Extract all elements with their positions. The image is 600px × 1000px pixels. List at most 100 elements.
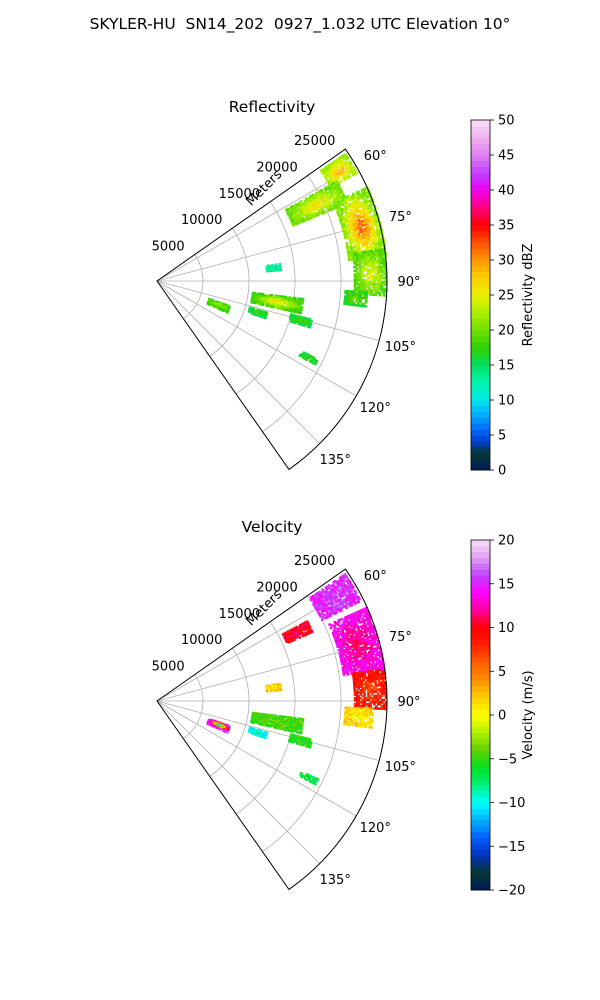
echo-gate (323, 595, 327, 599)
colorbar-segment (471, 598, 490, 605)
echo-gate (320, 197, 323, 200)
echo-gate (378, 276, 382, 280)
echo-gate (357, 647, 360, 650)
echo-gate (342, 157, 345, 160)
echo-gate (289, 733, 293, 736)
echo-gate (299, 353, 302, 356)
echo-gate (338, 646, 342, 650)
echo-gate (355, 691, 359, 694)
echo-gate (356, 215, 359, 218)
echo-gate (363, 210, 366, 214)
echo-gate (344, 600, 347, 603)
echo-gate (301, 323, 304, 327)
echo-gate (353, 292, 357, 295)
echo-gate (350, 599, 353, 602)
echo-gate (357, 288, 361, 292)
echo-gate (301, 354, 304, 357)
echo-gate (222, 729, 225, 733)
echo-gate (327, 186, 331, 190)
echo-gate (370, 291, 374, 294)
echo-gate (306, 204, 309, 207)
echo-gate (367, 709, 371, 712)
echo-gate (328, 164, 331, 167)
echo-gate (345, 206, 348, 210)
echo-gate (351, 642, 355, 646)
echo-gate (358, 679, 362, 682)
echo-gate (299, 629, 302, 632)
echo-gate (363, 278, 367, 282)
echo-gate (328, 171, 331, 174)
echo-gate (327, 166, 331, 170)
echo-gate (295, 320, 299, 324)
colorbar-segment (471, 738, 490, 745)
echo-gate (367, 233, 370, 236)
echo-gate (346, 621, 350, 625)
echo-gate (344, 160, 347, 164)
echo-gate (347, 211, 350, 215)
echo-gate (263, 736, 267, 740)
echo-gate (354, 637, 357, 641)
echo-gate (361, 658, 365, 662)
colorbar-segment (471, 744, 490, 751)
echo-gate (357, 277, 361, 280)
echo-gate (321, 607, 325, 611)
echo-gate (371, 700, 374, 704)
echo-gate (313, 604, 316, 608)
echo-gate (266, 299, 270, 302)
echo-gate (325, 594, 329, 598)
echo-gate (308, 318, 312, 321)
colorbar-segment (471, 860, 490, 868)
echo-gate (336, 205, 340, 209)
echo-gate (290, 737, 294, 741)
echo-gate (372, 636, 375, 640)
echo-gate (365, 254, 369, 258)
echo-gate (306, 207, 309, 211)
echo-gate (365, 659, 369, 663)
echo-gate (299, 731, 302, 735)
echo-gate (345, 721, 348, 724)
echo-gate (356, 645, 360, 649)
echo-gate (289, 729, 293, 733)
echo-gate (292, 728, 295, 732)
echo-gate (352, 222, 356, 226)
echo-gate (295, 722, 298, 726)
echo-gate (342, 653, 346, 656)
echo-gate (369, 633, 372, 636)
echo-gate (376, 276, 380, 280)
echo-gate (300, 213, 303, 217)
echo-gate (300, 306, 304, 309)
echo-gate (361, 288, 364, 292)
echo-gate (367, 195, 371, 198)
echo-gate (335, 586, 339, 589)
echo-gate (333, 630, 337, 634)
echo-gate (352, 258, 356, 261)
echo-gate (359, 286, 363, 290)
echo-gate (372, 686, 376, 689)
echo-gate (280, 727, 284, 731)
echo-gate (376, 287, 380, 290)
echo-gate (380, 241, 384, 245)
echo-gate (358, 249, 362, 252)
echo-gate (353, 697, 357, 700)
echo-gate (348, 661, 352, 664)
echo-gate (287, 300, 291, 303)
echo-gate (346, 247, 350, 251)
echo-gate (369, 709, 373, 713)
echo-gate (320, 198, 324, 202)
echo-gate (339, 163, 342, 167)
colorbar-tick-label: 15 (498, 359, 515, 374)
echo-gate (322, 613, 326, 617)
echo-gate (342, 161, 346, 165)
echo-gate (308, 325, 312, 329)
echo-gate (360, 209, 364, 212)
echo-gate (303, 202, 306, 205)
echo-gate (379, 259, 383, 262)
echo-gate (355, 273, 359, 276)
echo-gate (319, 603, 322, 606)
echo-gate (326, 191, 329, 195)
echo-gate (254, 720, 257, 724)
colorbar-segment (471, 855, 490, 862)
echo-gate (311, 201, 315, 205)
echo-gate (316, 606, 320, 610)
colorbar-segment (471, 452, 490, 459)
